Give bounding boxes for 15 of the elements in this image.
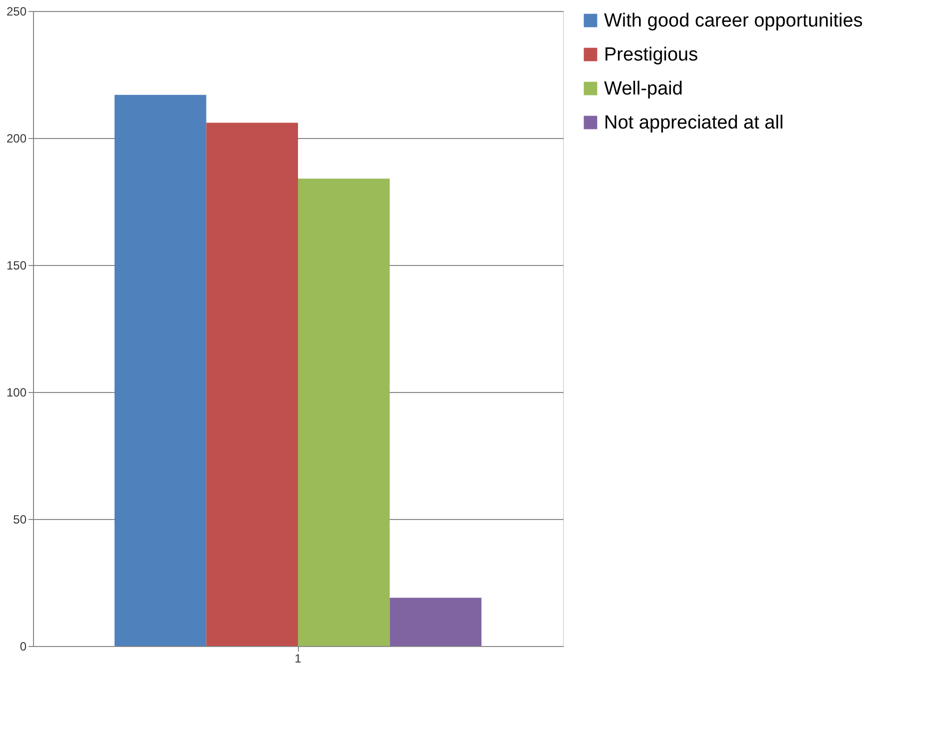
legend-label: With good career opportunities [604, 10, 863, 32]
bar [114, 94, 206, 646]
legend-label: Well-paid [604, 78, 683, 100]
x-tick-label: 1 [294, 652, 302, 666]
bar [206, 122, 298, 646]
y-tick-label: 0 [20, 640, 27, 654]
bar [390, 598, 482, 646]
bar [298, 178, 390, 646]
legend-label: Prestigious [604, 44, 698, 66]
y-tick-label: 250 [6, 4, 27, 18]
y-tick-label: 200 [6, 132, 27, 146]
y-tick-label: 150 [6, 258, 27, 272]
y-tick-label: 50 [13, 512, 27, 526]
y-tick-label: 100 [6, 386, 27, 400]
legend-label: Not appreciated at all [604, 112, 784, 134]
